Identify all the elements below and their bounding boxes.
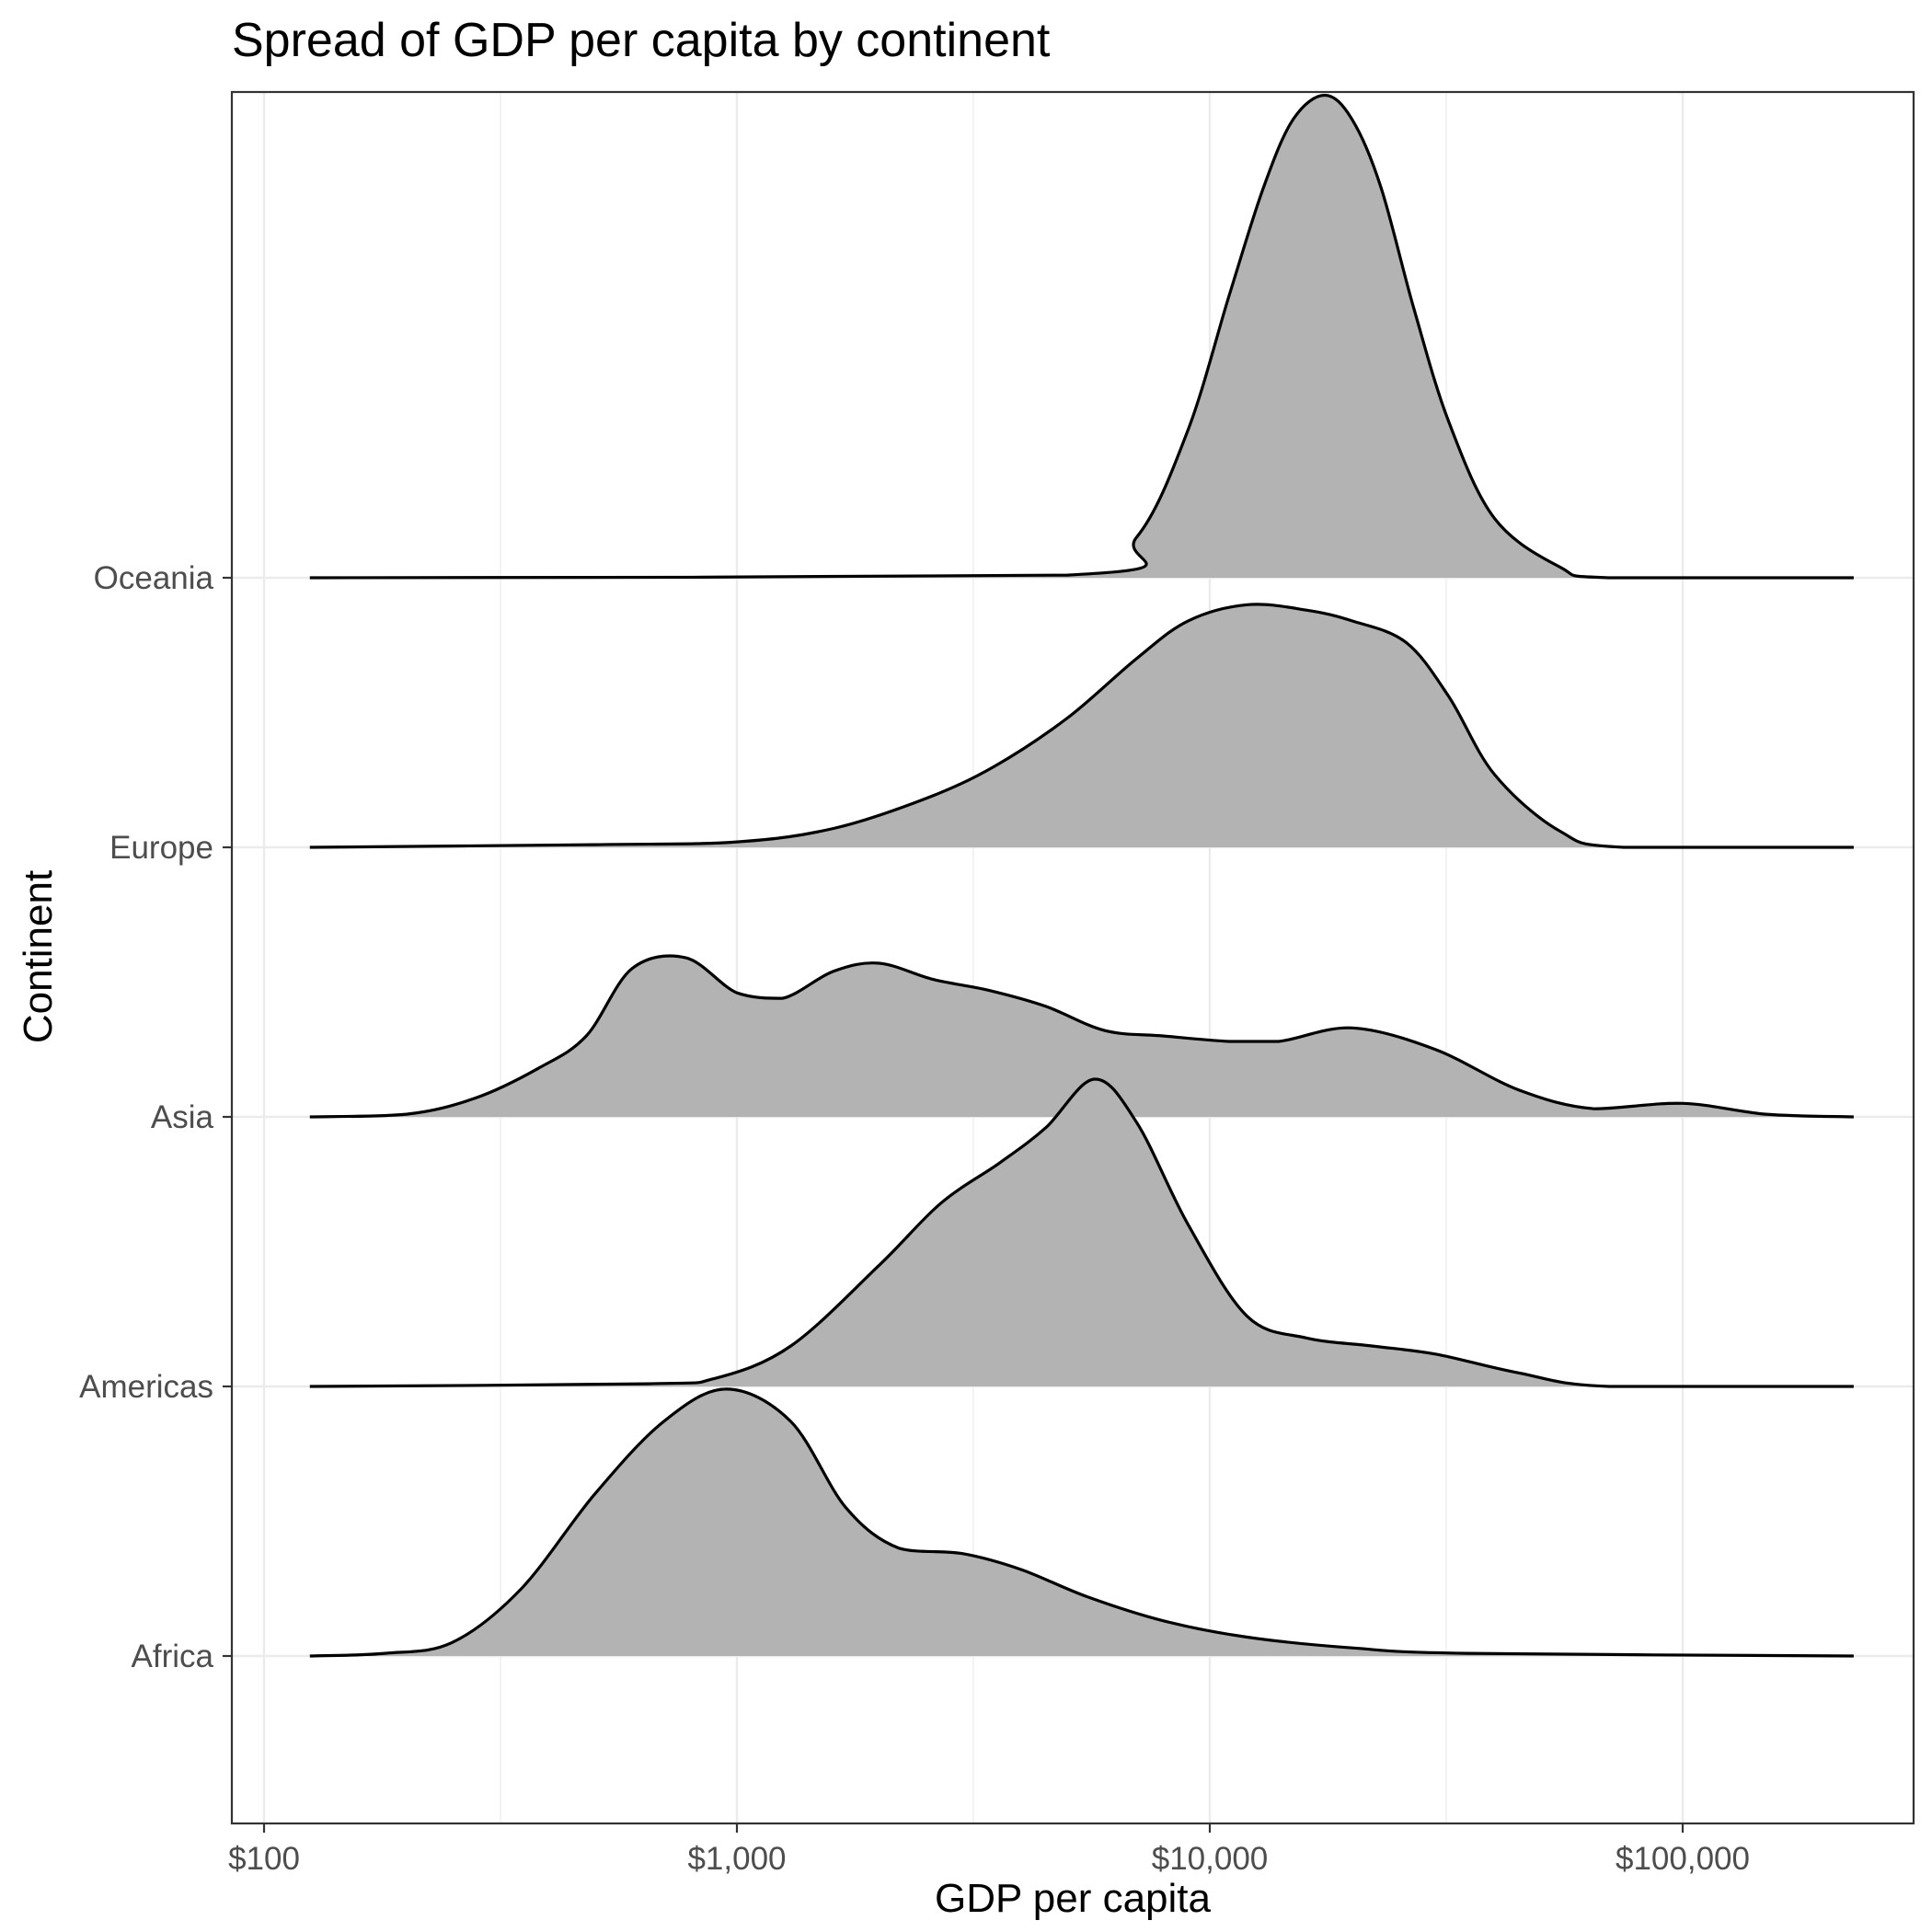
y-tick-label: Europe	[109, 830, 213, 866]
x-tick-label: $100,000	[1616, 1841, 1750, 1877]
ridge-europe	[309, 603, 1854, 849]
x-tick-label: $1,000	[687, 1841, 786, 1877]
ridge-area-europe	[309, 604, 1854, 847]
ridge-asia	[309, 954, 1854, 1119]
x-axis-title: GDP per capita	[935, 1876, 1212, 1921]
ridge-africa	[309, 1387, 1854, 1658]
y-axis-title: Continent	[16, 870, 61, 1043]
y-tick-label: Africa	[132, 1639, 214, 1674]
ridge-area-africa	[309, 1388, 1854, 1656]
ridge-line-asia	[309, 954, 1854, 1119]
ridge-line-oceania	[309, 93, 1854, 580]
y-tick-label: Americas	[79, 1369, 213, 1405]
plot-border	[230, 90, 1915, 1825]
axis-layer: $100 $1,000 $10,000 $100,000 Africa Americas A…	[79, 560, 1750, 1877]
y-tick-label: Oceania	[94, 560, 214, 596]
x-tick-label: $100	[228, 1841, 300, 1877]
ridge-area-americas	[309, 1078, 1854, 1386]
chart-title: Spread of GDP per capita by continent	[232, 14, 1051, 67]
ridge-americas	[309, 1077, 1854, 1388]
ridge-line-americas	[309, 1077, 1854, 1388]
ridge-area-asia	[309, 956, 1854, 1117]
x-tick-label: $10,000	[1152, 1841, 1269, 1877]
ridge-line-europe	[309, 603, 1854, 849]
plot-background	[232, 92, 1914, 1823]
ridge-line-africa	[309, 1387, 1854, 1658]
ridge-layer	[309, 93, 1854, 1658]
y-tick-label: Asia	[151, 1099, 214, 1135]
ridge-oceania	[309, 93, 1854, 580]
